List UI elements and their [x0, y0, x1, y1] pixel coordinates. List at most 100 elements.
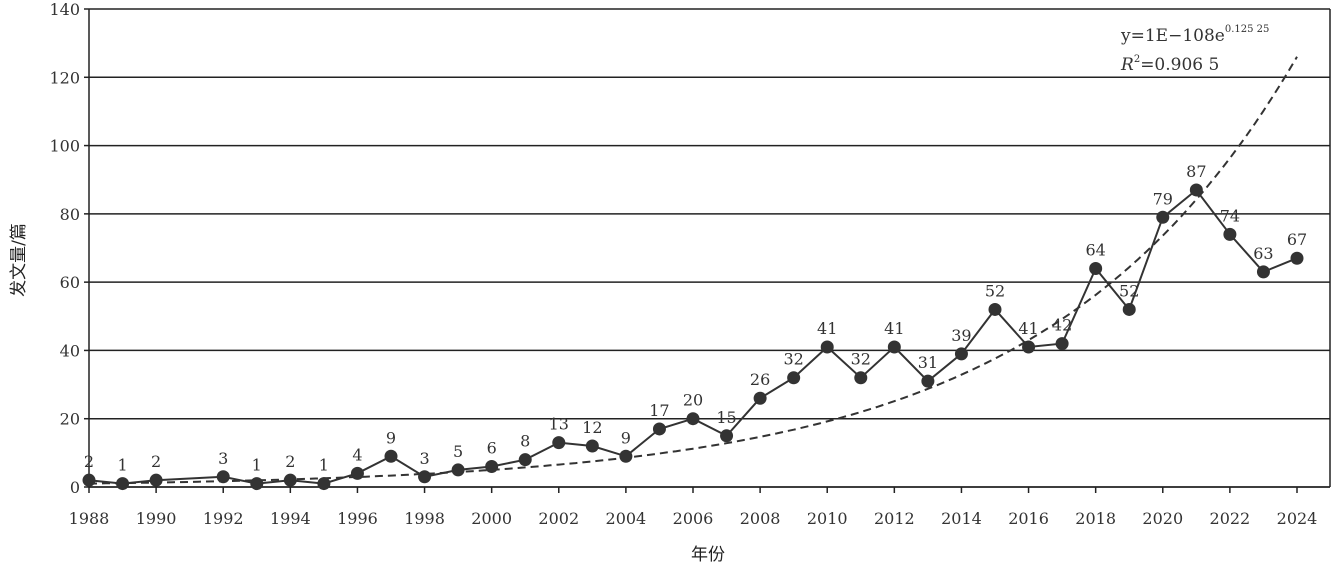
- data-point-2019: [1122, 302, 1136, 316]
- x-tick-label-2014: 2014: [941, 509, 982, 528]
- axes: [88, 9, 1331, 488]
- data-label-1992: 3: [218, 449, 228, 468]
- data-point-1994: [283, 473, 297, 487]
- data-point-2009: [787, 371, 801, 385]
- y-tick-label-120: 120: [49, 68, 80, 87]
- x-tick-label-2000: 2000: [471, 509, 512, 528]
- data-point-1999: [451, 463, 465, 477]
- data-label-2017: 42: [1052, 316, 1072, 335]
- data-point-1992: [216, 470, 230, 484]
- data-point-2011: [854, 371, 868, 385]
- data-point-2022: [1223, 227, 1237, 241]
- grid-lines: [89, 8, 1330, 488]
- data-point-2015: [988, 302, 1002, 316]
- x-tick-label-2002: 2002: [538, 509, 579, 528]
- data-point-2000: [485, 460, 499, 474]
- x-tick-label-1998: 1998: [404, 509, 445, 528]
- y-tick-labels: 0 20 40 60 80 100 120 140: [49, 0, 89, 497]
- data-point-1998: [418, 470, 432, 484]
- data-label-1998: 3: [419, 449, 429, 468]
- data-label-2018: 64: [1085, 240, 1105, 259]
- x-tick-label-2010: 2010: [807, 509, 848, 528]
- y-axis-title: 发文量/篇: [9, 223, 29, 297]
- data-label-2019: 52: [1119, 281, 1139, 300]
- y-tick-label-20: 20: [60, 410, 80, 429]
- data-label-1990: 2: [151, 452, 161, 471]
- y-tick-label-60: 60: [60, 273, 80, 292]
- data-label-2023: 63: [1253, 244, 1273, 263]
- series-line: [88, 188, 1298, 485]
- data-label-2024: 67: [1287, 230, 1307, 249]
- r-squared-symbol: R: [1120, 55, 1134, 75]
- data-label-1993: 1: [252, 456, 262, 475]
- data-point-2006: [686, 412, 700, 426]
- x-tick-label-1990: 1990: [136, 509, 177, 528]
- x-tick-label-2024: 2024: [1277, 509, 1318, 528]
- data-point-2024: [1290, 251, 1304, 265]
- data-label-2015: 52: [985, 281, 1005, 300]
- data-label-2004: 9: [621, 428, 631, 447]
- data-point-2020: [1156, 210, 1170, 224]
- data-label-2012: 41: [884, 319, 904, 338]
- data-point-2002: [552, 436, 566, 450]
- data-point-2016: [1022, 340, 1036, 354]
- x-tick-label-2008: 2008: [740, 509, 781, 528]
- x-tick-label-2018: 2018: [1075, 509, 1116, 528]
- trend-equation-exponent: 0.125 25: [1225, 24, 1270, 35]
- data-label-2007: 15: [716, 408, 736, 427]
- data-label-2003: 12: [582, 418, 602, 437]
- y-tick-label-140: 140: [49, 0, 80, 19]
- data-label-2011: 32: [851, 350, 871, 369]
- data-point-1988: [82, 473, 96, 487]
- data-point-2010: [820, 340, 834, 354]
- x-axis-title: 年份: [691, 545, 725, 565]
- data-label-2001: 8: [520, 432, 530, 451]
- data-point-2003: [585, 439, 599, 453]
- r-squared-value: =0.906 5: [1140, 55, 1219, 75]
- x-tick-labels: 1988 1990 1992 1994 1996 1998 2000 2002 2004 2006…: [69, 487, 1318, 528]
- data-point-2007: [720, 429, 734, 443]
- y-tick-label-40: 40: [60, 341, 80, 360]
- x-tick-label-1996: 1996: [337, 509, 378, 528]
- data-point-2018: [1089, 261, 1103, 275]
- data-point-2005: [652, 422, 666, 436]
- data-label-2008: 26: [750, 370, 770, 389]
- data-label-2010: 41: [817, 319, 837, 338]
- data-label-2020: 79: [1153, 189, 1173, 208]
- data-point-2001: [518, 453, 532, 467]
- data-label-2013: 31: [918, 353, 938, 372]
- trend-equation-main: y=1E−108e: [1120, 26, 1225, 46]
- x-tick-label-2016: 2016: [1008, 509, 1049, 528]
- x-tick-label-1992: 1992: [203, 509, 244, 528]
- data-point-2014: [954, 347, 968, 361]
- data-point-2004: [619, 449, 633, 463]
- data-point-2012: [887, 340, 901, 354]
- x-tick-label-2020: 2020: [1142, 509, 1183, 528]
- data-label-1997: 9: [386, 428, 396, 447]
- data-point-1997: [384, 449, 398, 463]
- data-point-1996: [350, 466, 364, 480]
- data-label-2005: 17: [649, 401, 669, 420]
- data-point-1995: [317, 477, 331, 491]
- data-label-2016: 41: [1018, 319, 1038, 338]
- data-point-2013: [921, 374, 935, 388]
- data-point-2021: [1189, 183, 1203, 197]
- x-tick-label-2012: 2012: [874, 509, 915, 528]
- data-label-2002: 13: [549, 415, 569, 434]
- data-label-2021: 87: [1186, 162, 1206, 181]
- data-label-1999: 5: [453, 442, 463, 461]
- x-tick-label-1988: 1988: [69, 509, 110, 528]
- data-point-1989: [116, 477, 130, 491]
- y-tick-label-0: 0: [70, 478, 80, 497]
- data-label-2022: 74: [1220, 206, 1240, 225]
- data-label-1995: 1: [319, 456, 329, 475]
- data-points: [82, 183, 1304, 491]
- data-point-2008: [753, 391, 767, 405]
- data-label-1989: 1: [117, 456, 127, 475]
- data-point-1990: [149, 473, 163, 487]
- y-tick-label-80: 80: [60, 205, 80, 224]
- x-tick-label-1994: 1994: [270, 509, 311, 528]
- y-tick-label-100: 100: [49, 137, 80, 156]
